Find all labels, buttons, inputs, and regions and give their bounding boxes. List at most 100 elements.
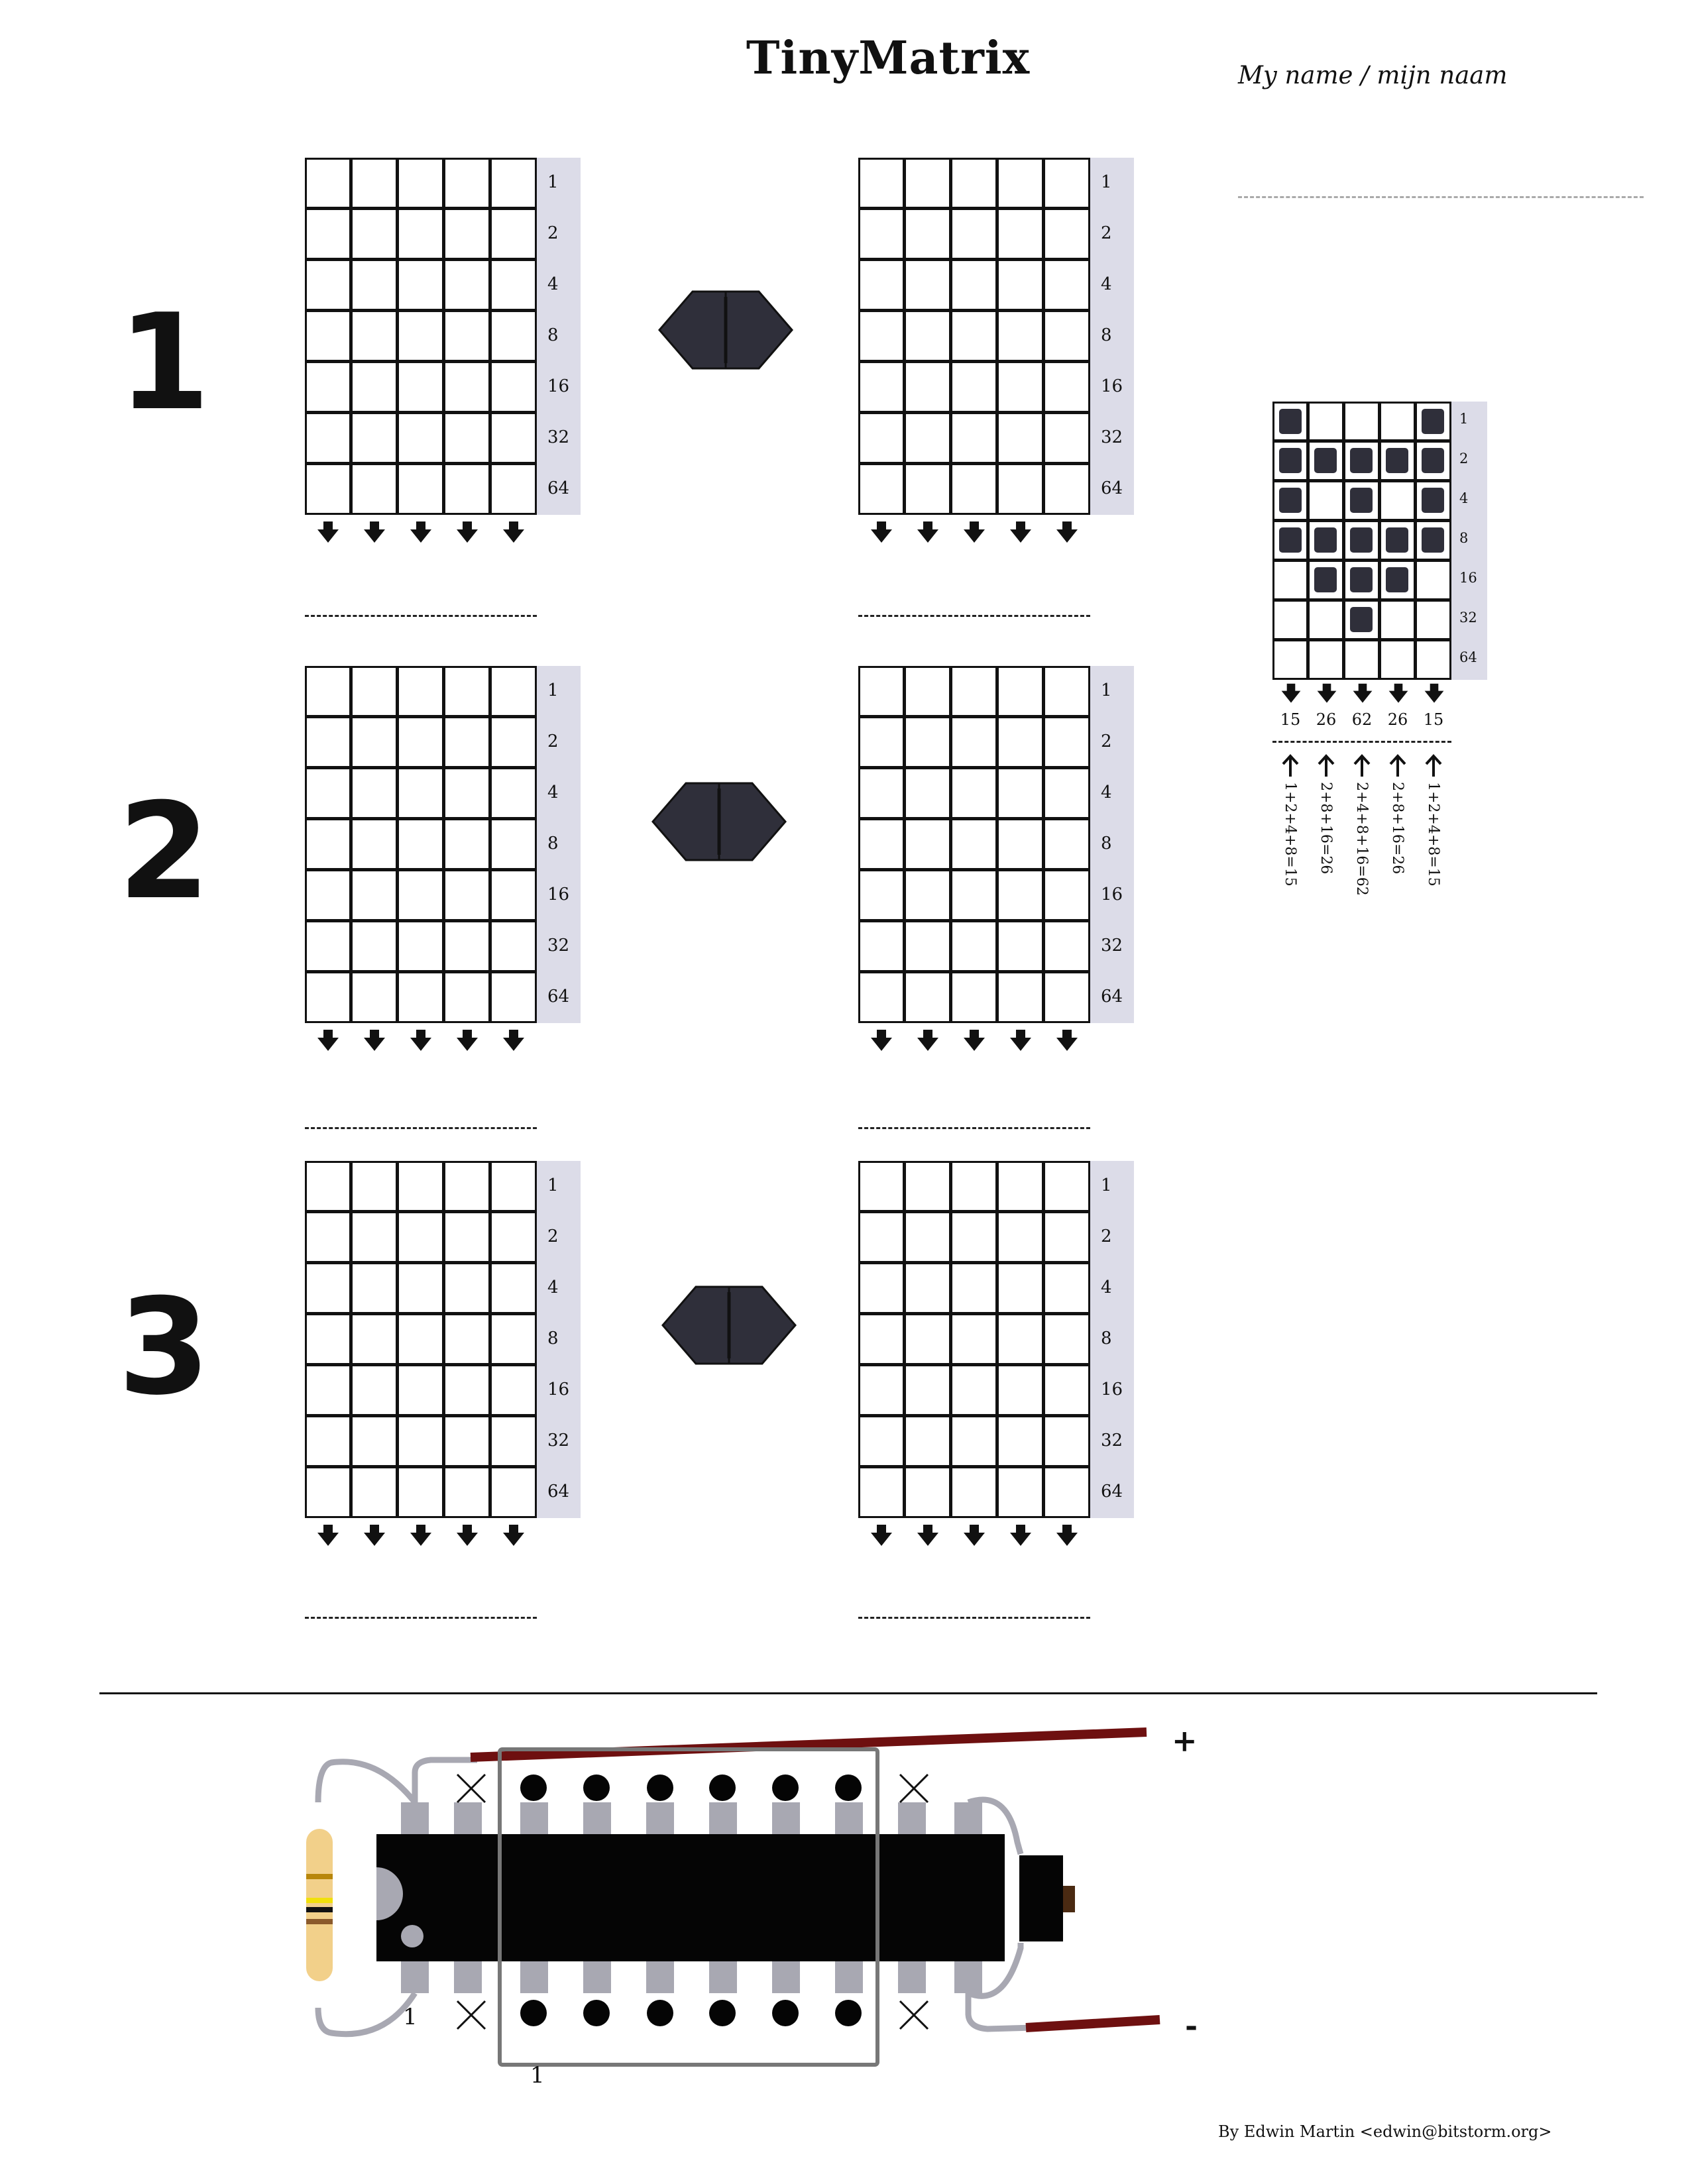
grid-cell[interactable]	[489, 1364, 537, 1416]
grid-cell[interactable]	[950, 818, 997, 870]
grid-cell[interactable]	[443, 309, 490, 362]
grid-cell[interactable]	[489, 1313, 537, 1365]
grid-cell[interactable]	[903, 1262, 951, 1314]
grid-cell[interactable]	[903, 716, 951, 768]
answer-line[interactable]	[305, 1617, 537, 1619]
grid-cell[interactable]	[996, 1364, 1044, 1416]
grid-cell[interactable]	[396, 1211, 444, 1263]
grid-cell[interactable]	[996, 869, 1044, 921]
grid-cell[interactable]	[489, 971, 537, 1023]
grid-cell[interactable]	[443, 971, 490, 1023]
grid-cell[interactable]	[305, 1262, 351, 1314]
grid-cell[interactable]	[443, 411, 490, 464]
grid-cell[interactable]	[489, 869, 537, 921]
grid-cell[interactable]	[950, 767, 997, 819]
grid-cell[interactable]	[396, 158, 444, 209]
grid-cell[interactable]	[396, 1161, 444, 1212]
grid-cell[interactable]	[443, 1161, 490, 1212]
grid-cell[interactable]	[350, 207, 398, 260]
pattern-grid[interactable]: 1 2 4 8 16 32 64	[305, 1161, 581, 1571]
grid-cell[interactable]	[903, 309, 951, 362]
grid-cell[interactable]	[996, 1211, 1044, 1263]
grid-cell[interactable]	[1042, 360, 1090, 413]
answer-line[interactable]	[858, 1617, 1090, 1619]
grid-cell[interactable]	[350, 920, 398, 972]
grid-cell[interactable]	[443, 207, 490, 260]
grid-cell[interactable]	[1042, 1415, 1090, 1467]
grid-cell[interactable]	[950, 411, 997, 464]
grid-cell[interactable]	[996, 411, 1044, 464]
grid-cell[interactable]	[858, 1466, 905, 1518]
grid-cell[interactable]	[350, 309, 398, 362]
grid-cell[interactable]	[305, 971, 351, 1023]
grid-cell[interactable]	[1042, 971, 1090, 1023]
grid-cell[interactable]	[350, 360, 398, 413]
grid-cell[interactable]	[950, 869, 997, 921]
grid-cell[interactable]	[950, 1466, 997, 1518]
pattern-grid[interactable]: 1 2 4 8 16 32 64	[305, 158, 581, 568]
grid-cell[interactable]	[903, 767, 951, 819]
grid-cell[interactable]	[950, 1211, 997, 1263]
grid-cell[interactable]	[903, 1161, 951, 1212]
grid-cell[interactable]	[396, 411, 444, 464]
grid-cell[interactable]	[1042, 767, 1090, 819]
grid-cell[interactable]	[489, 158, 537, 209]
answer-line[interactable]	[858, 1127, 1090, 1129]
grid-cell[interactable]	[350, 411, 398, 464]
grid-cell[interactable]	[996, 767, 1044, 819]
grid-cell[interactable]	[1042, 818, 1090, 870]
grid-cell[interactable]	[305, 1415, 351, 1467]
grid-cell[interactable]	[396, 360, 444, 413]
grid-cell[interactable]	[305, 1364, 351, 1416]
grid-cell[interactable]	[396, 767, 444, 819]
grid-cell[interactable]	[489, 920, 537, 972]
grid-cell[interactable]	[950, 666, 997, 717]
grid-cell[interactable]	[1042, 1211, 1090, 1263]
grid-cell[interactable]	[996, 1161, 1044, 1212]
grid-cell[interactable]	[903, 1313, 951, 1365]
grid-cell[interactable]	[950, 1313, 997, 1365]
grid-cell[interactable]	[858, 207, 905, 260]
grid-cell[interactable]	[489, 1161, 537, 1212]
grid-cell[interactable]	[858, 1313, 905, 1365]
grid-cell[interactable]	[858, 920, 905, 972]
grid-cell[interactable]	[350, 1466, 398, 1518]
grid-cell[interactable]	[489, 207, 537, 260]
grid-cell[interactable]	[950, 158, 997, 209]
grid-cell[interactable]	[489, 1466, 537, 1518]
grid-cell[interactable]	[996, 463, 1044, 515]
grid-cell[interactable]	[996, 309, 1044, 362]
grid-cell[interactable]	[443, 1364, 490, 1416]
grid-cell[interactable]	[858, 767, 905, 819]
grid-cell[interactable]	[996, 1262, 1044, 1314]
grid-cell[interactable]	[350, 158, 398, 209]
grid-cell[interactable]	[950, 920, 997, 972]
grid-cell[interactable]	[396, 869, 444, 921]
grid-cell[interactable]	[903, 971, 951, 1023]
grid-cell[interactable]	[903, 818, 951, 870]
grid-cell[interactable]	[396, 1415, 444, 1467]
grid-cell[interactable]	[1042, 258, 1090, 311]
grid-cell[interactable]	[1042, 463, 1090, 515]
grid-cell[interactable]	[443, 1466, 490, 1518]
grid-cell[interactable]	[950, 971, 997, 1023]
grid-cell[interactable]	[350, 971, 398, 1023]
grid-cell[interactable]	[950, 207, 997, 260]
grid-cell[interactable]	[305, 767, 351, 819]
grid-cell[interactable]	[903, 666, 951, 717]
grid-cell[interactable]	[858, 818, 905, 870]
grid-cell[interactable]	[903, 463, 951, 515]
name-input-line[interactable]	[1238, 196, 1644, 198]
grid-cell[interactable]	[489, 818, 537, 870]
grid-cell[interactable]	[1042, 1262, 1090, 1314]
grid-cell[interactable]	[489, 767, 537, 819]
grid-cell[interactable]	[858, 360, 905, 413]
grid-cell[interactable]	[903, 258, 951, 311]
grid-cell[interactable]	[858, 258, 905, 311]
grid-cell[interactable]	[305, 158, 351, 209]
grid-cell[interactable]	[950, 1364, 997, 1416]
grid-cell[interactable]	[443, 360, 490, 413]
grid-cell[interactable]	[489, 1262, 537, 1314]
grid-cell[interactable]	[443, 258, 490, 311]
grid-cell[interactable]	[396, 1313, 444, 1365]
